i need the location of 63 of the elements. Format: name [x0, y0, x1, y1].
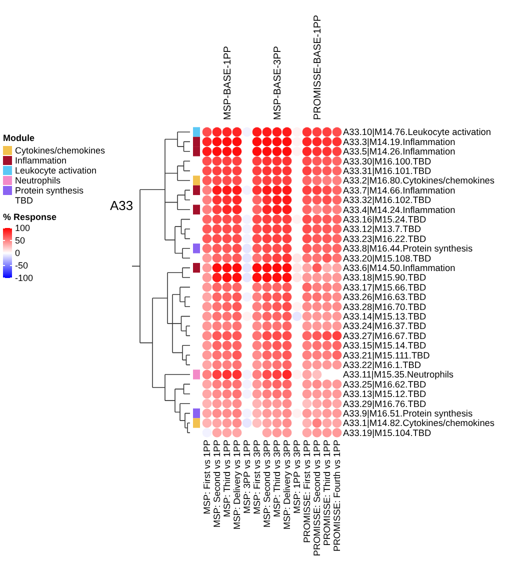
category-label: Inflammation	[15, 156, 67, 166]
y-tick-label: A33.13|M15.12.TBD	[343, 389, 426, 400]
x-tick-label: MSP: Delivery vs 3PP	[282, 440, 292, 530]
y-tick-label: A33.15|M15.14.TBD	[343, 340, 426, 351]
x-tick-label: MSP: Third vs 3PP	[272, 440, 282, 518]
text: A33	[110, 198, 134, 213]
y-tick-label: A33.3|M14.19.Inflammation	[343, 136, 456, 147]
x-tick-label: PROMISSE: Second vs 1PP	[312, 440, 322, 556]
color-bar-label: 0	[15, 248, 20, 258]
y-tick-label: A33.24|M16.37.TBD	[343, 321, 426, 332]
color-bar-label: 50	[15, 236, 26, 246]
text: MSP-BASE-1PP	[222, 46, 234, 120]
category-label: Protein synthesis	[15, 186, 84, 196]
y-tick-label: A33.31|M16.101.TBD	[343, 166, 432, 176]
y-tick-label: A33.26|M16.63.TBD	[343, 292, 426, 302]
y-tick-label: A33.17|M15.66.TBD	[343, 282, 426, 292]
legend-title: Module	[3, 133, 34, 143]
y-tick-label: A33.10|M14.76.Leukocyte activation	[343, 127, 491, 138]
legend-title: % Response	[3, 212, 57, 222]
y-tick-label: A33.6|M14.50.Inflammation	[343, 263, 456, 274]
x-tick-label: MSP: Third vs 1PP	[222, 440, 232, 518]
text: PROMISSE-BASE-1PP	[312, 14, 324, 120]
color-bar-label: 100	[15, 223, 30, 234]
color-bar-label: -100	[15, 273, 34, 284]
category-label: Leukocyte activation	[15, 166, 97, 176]
y-tick-label: A33.25|M16.62.TBD	[343, 379, 426, 390]
text: MSP-BASE-3PP	[272, 46, 284, 120]
y-tick-label: A33.19|M15.104.TBD	[343, 428, 432, 438]
x-tick-label: MSP: Second vs 1PP	[212, 440, 222, 528]
y-tick-label: A33.8|M16.44.Protein synthesis	[343, 244, 473, 254]
x-tick-label: PROMISSE: First vs 1PP	[302, 440, 312, 543]
y-tick-label: A33.4|M14.24.Inflammation	[343, 204, 456, 215]
category-label: Cytokines/chemokines	[15, 146, 106, 156]
x-tick-label: PROMISSE: Third vs 1PP	[322, 440, 332, 546]
x-tick-label: PROMISSE: Fourth vs 1PP	[332, 440, 342, 552]
x-tick-label: MSP: 3PP vs 1PP	[242, 440, 252, 514]
y-tick-label: A33.2|M16.80.Cytokines/chemokines	[343, 176, 495, 186]
x-tick-label: MSP: First vs 1PP	[202, 440, 212, 514]
y-tick-label: A33.27|M16.67.TBD	[343, 330, 426, 341]
y-tick-label: A33.29|M16.76.TBD	[343, 398, 426, 409]
y-tick-label: A33.20|M15.108.TBD	[343, 253, 432, 264]
y-tick-label: A33.21|M15.111.TBD	[343, 350, 430, 360]
y-tick-label: A33.18|M15.90.TBD	[343, 272, 426, 283]
y-tick-label: A33.32|M16.102.TBD	[343, 195, 432, 206]
x-tick-label: MSP: Second vs 3PP	[262, 440, 272, 528]
y-tick-label: A33.28|M16.70.TBD	[343, 302, 426, 312]
color-bar-label: -50	[15, 260, 28, 271]
y-tick-label: A33.11|M15.35.Neutrophils	[343, 370, 454, 380]
y-tick-label: A33.5|M14.26.Inflammation	[343, 146, 456, 157]
x-tick-label: MSP: 1PP vs 3PP	[292, 440, 302, 514]
y-tick-label: A33.7|M14.66.Inflammation	[343, 185, 456, 196]
y-tick-label: A33.16|M15.24.TBD	[343, 214, 426, 225]
y-tick-label: A33.23|M16.22.TBD	[343, 234, 426, 244]
y-tick-label: A33.12|M13.7.TBD	[343, 224, 422, 234]
category-label: Neutrophils	[15, 176, 62, 186]
y-tick-label: A33.22|M16.1.TBD	[343, 360, 422, 370]
y-tick-label: A33.1|M14.82.Cytokines/chemokines	[343, 418, 495, 428]
y-tick-label: A33.9|M16.51.Protein synthesis	[343, 408, 473, 419]
category-label: TBD	[15, 196, 34, 206]
y-tick-label: A33.30|M16.100.TBD	[343, 156, 432, 166]
x-tick-label: MSP: First vs 3PP	[252, 440, 262, 514]
x-tick-label: MSP: Delivery vs 1PP	[232, 440, 242, 530]
y-tick-label: A33.14|M15.13.TBD	[343, 312, 426, 322]
